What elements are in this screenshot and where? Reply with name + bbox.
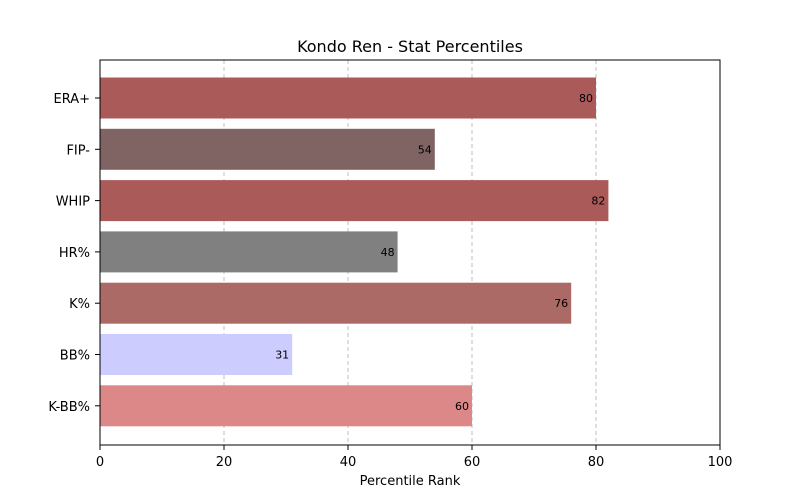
chart-title: Kondo Ren - Stat Percentiles bbox=[297, 37, 523, 56]
y-tick-label: FIP- bbox=[66, 143, 90, 158]
y-tick-label: K% bbox=[69, 297, 90, 312]
data-label: 80 bbox=[579, 92, 593, 105]
data-label: 76 bbox=[554, 297, 568, 310]
bar bbox=[100, 385, 472, 427]
data-label: 60 bbox=[455, 400, 469, 413]
bar bbox=[100, 77, 596, 119]
x-tick-label: 100 bbox=[708, 455, 733, 470]
x-axis-ticks: 0 20 40 60 80 100 bbox=[96, 445, 733, 470]
bar bbox=[100, 128, 435, 170]
x-tick-label: 0 bbox=[96, 455, 104, 470]
data-label: 82 bbox=[591, 195, 605, 208]
y-tick-label: K-BB% bbox=[48, 400, 90, 415]
data-label: 31 bbox=[275, 349, 289, 362]
x-tick-label: 20 bbox=[216, 455, 233, 470]
y-tick-label: HR% bbox=[59, 246, 90, 261]
bar bbox=[100, 334, 293, 375]
data-label: 48 bbox=[381, 246, 395, 259]
x-tick-label: 80 bbox=[588, 455, 605, 470]
x-tick-label: 40 bbox=[340, 455, 357, 470]
bar bbox=[100, 231, 398, 273]
x-axis-label: Percentile Rank bbox=[360, 474, 461, 489]
x-tick-label: 60 bbox=[464, 455, 481, 470]
plot-area-frame bbox=[99, 59, 721, 446]
y-tick-label: ERA+ bbox=[53, 92, 90, 107]
data-labels: 80 54 82 48 76 31 60 bbox=[275, 92, 605, 413]
bar bbox=[100, 180, 609, 222]
bars bbox=[100, 77, 609, 427]
y-tick-label: BB% bbox=[60, 349, 90, 364]
y-axis-ticks: ERA+ FIP- WHIP HR% K% BB% K-BB% bbox=[48, 92, 100, 415]
y-tick-label: WHIP bbox=[56, 195, 90, 210]
data-label: 54 bbox=[418, 143, 432, 156]
bar bbox=[100, 282, 572, 324]
